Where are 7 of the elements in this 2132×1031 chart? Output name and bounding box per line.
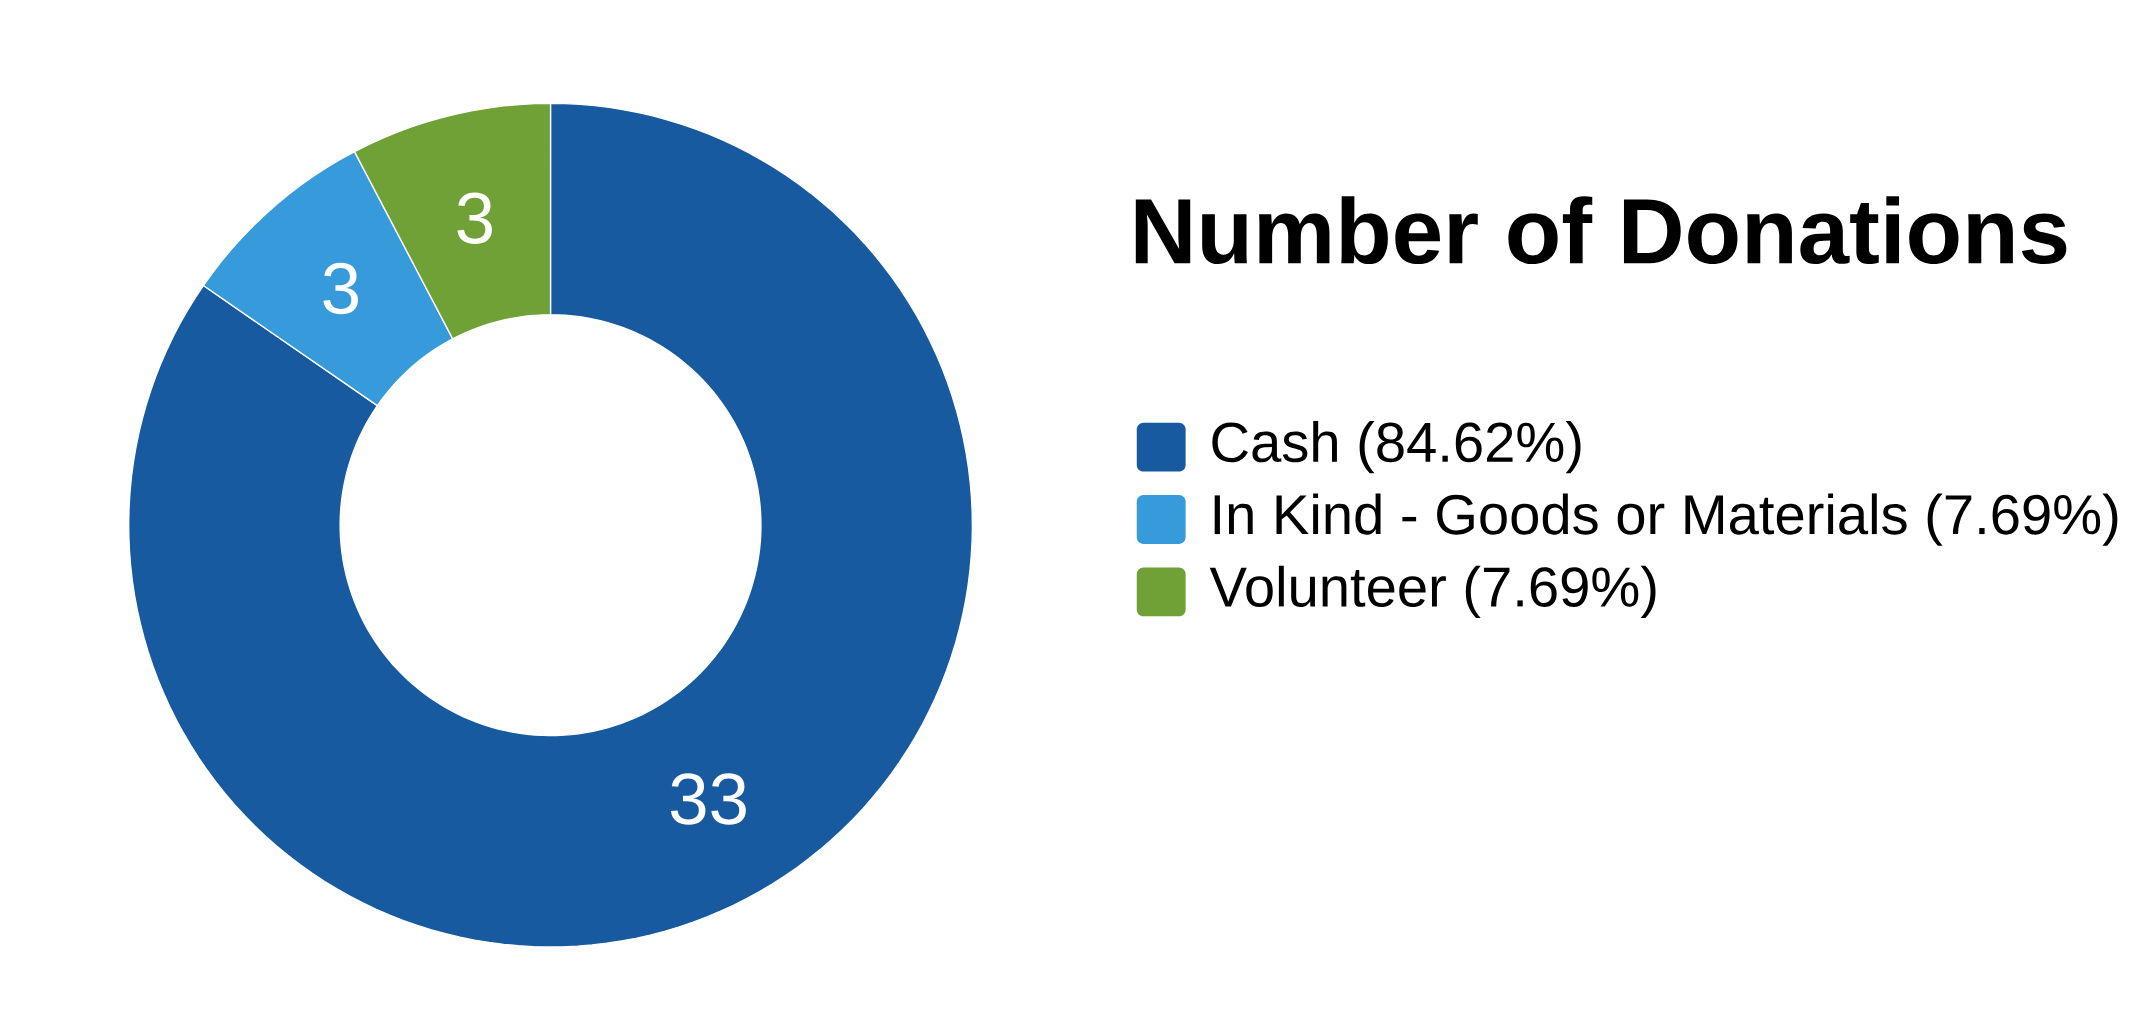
- legend-label: In Kind - Goods or Materials (7.69%): [1214, 493, 2118, 546]
- legend-label: Volunteer (7.69%): [1209, 565, 1656, 619]
- data-label: 3: [457, 192, 492, 245]
- data-label: 33: [670, 773, 746, 825]
- legend-label: Cash (84.62%): [1212, 421, 1581, 474]
- data-label: 3: [323, 262, 358, 315]
- text: Number of Donations: [1135, 196, 2067, 265]
